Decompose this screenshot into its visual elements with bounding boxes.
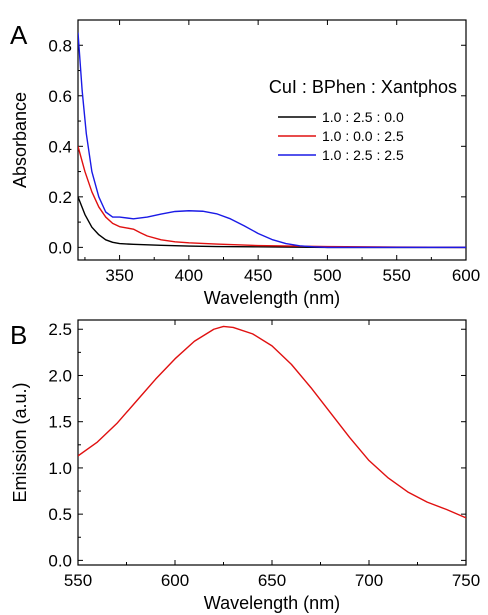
series-line-1 [78,196,466,249]
series-line-3 [78,32,466,249]
plot-frame [77,319,467,566]
x-tick-label: 550 [383,266,411,285]
y-tick-label: 0.8 [48,36,72,55]
y-axis-title: Emission (a.u.) [10,382,30,502]
series-line-2 [78,146,466,249]
x-tick-label: 350 [105,266,133,285]
panel-label: B [10,320,27,350]
y-tick-label: 2.0 [48,366,72,385]
x-tick-label: 700 [355,571,383,590]
y-tick-label: 1.0 [48,459,72,478]
y-axis-title: Absorbance [10,92,30,188]
x-axis-title: Wavelength (nm) [204,288,340,308]
y-tick-label: 1.5 [48,413,72,432]
panel-label: A [10,20,28,50]
legend-label-2: 1.0 : 0.0 : 2.5 [322,128,404,144]
y-tick-label: 0.4 [48,137,72,156]
x-tick-label: 400 [175,266,203,285]
y-tick-label: 0.2 [48,188,72,207]
x-tick-label: 550 [64,571,92,590]
x-tick-label: 600 [161,571,189,590]
legend-label-1: 1.0 : 2.5 : 0.0 [322,109,404,125]
legend-label-3: 1.0 : 2.5 : 2.5 [322,147,404,163]
x-tick-label: 600 [452,266,480,285]
y-tick-label: 0.0 [48,551,72,570]
legend-title: CuI : BPhen : Xantphos [269,77,457,97]
x-tick-label: 450 [244,266,272,285]
y-tick-label: 0.5 [48,505,72,524]
x-tick-label: 750 [452,571,480,590]
y-tick-label: 0.6 [48,87,72,106]
plot-frame [77,19,467,261]
panel-b: 550 600 650 700 750 0.0 0.5 1.0 1.5 2.0 2.5 Wavelen… [10,319,480,613]
x-tick-label: 650 [258,571,286,590]
y-tick-label: 0.0 [48,238,72,257]
y-tick-label: 2.5 [48,320,72,339]
series-line-1 [78,325,466,519]
x-axis-title: Wavelength (nm) [204,593,340,613]
x-tick-label: 500 [313,266,341,285]
panel-a: 350 400 450 500 550 600 0.0 0.2 0.4 0.6 0.8 Wavelen… [10,19,480,308]
